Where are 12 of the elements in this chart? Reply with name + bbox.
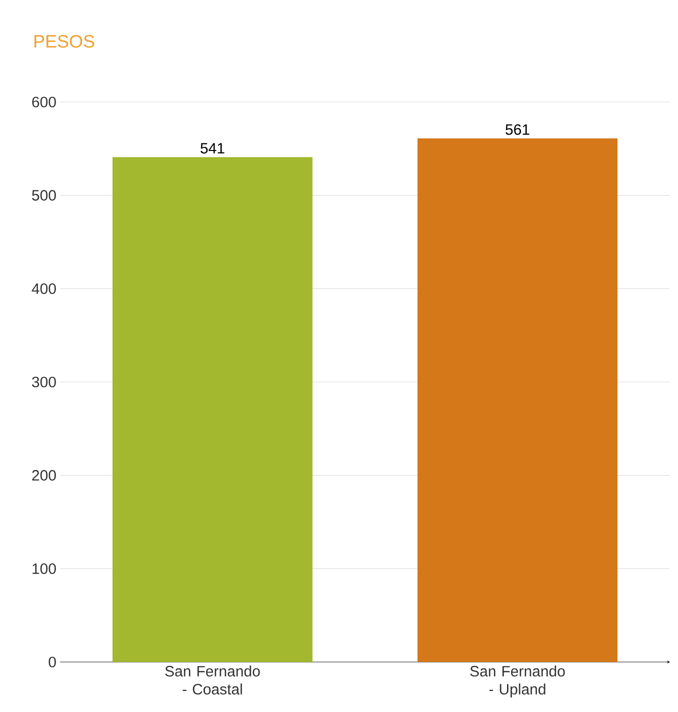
x-tick-label: San Fernando - Upland — [470, 666, 565, 698]
x-tick-label: San Fernando - Coastal — [165, 666, 260, 695]
y-tick-label: 600 — [32, 96, 56, 108]
y-tick-label: 100 — [32, 563, 56, 574]
data-label: 561 — [506, 124, 530, 135]
y-tick-label: 200 — [32, 470, 56, 481]
chart-title: PESOS — [34, 34, 94, 48]
data-label: 541 — [200, 143, 224, 154]
y-tick-label: 500 — [32, 190, 56, 201]
y-tick-label: 400 — [32, 283, 56, 294]
y-tick-label: 300 — [32, 376, 56, 388]
y-tick-label: 0 — [48, 656, 56, 668]
